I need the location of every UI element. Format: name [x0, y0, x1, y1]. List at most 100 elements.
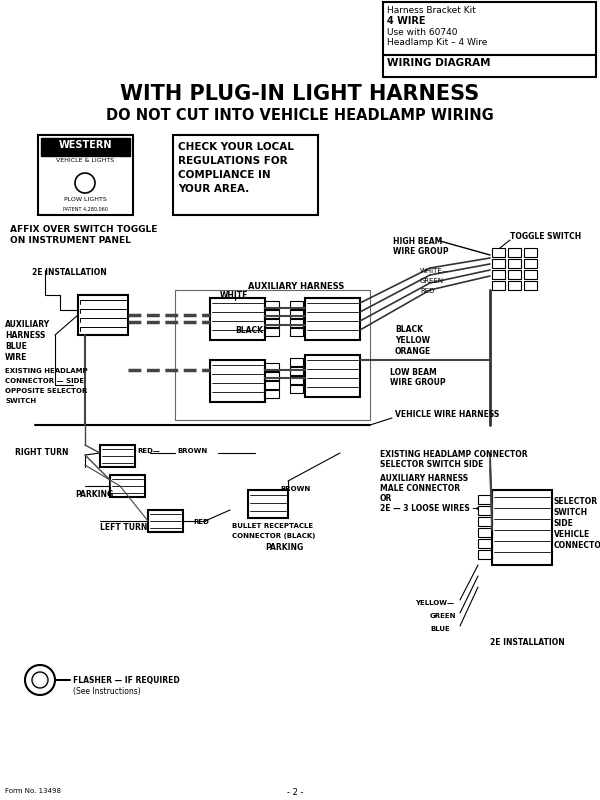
Bar [508, 270, 521, 279]
Bar [305, 355, 360, 397]
Text: CONNECTOR (BLACK): CONNECTOR (BLACK) [232, 533, 316, 539]
Bar [478, 506, 492, 515]
Text: YELLOW: YELLOW [395, 336, 430, 345]
Bar [508, 248, 521, 257]
Bar [290, 310, 303, 318]
Bar [210, 360, 265, 402]
Bar [100, 445, 135, 467]
Bar [78, 295, 128, 335]
Text: SWITCH: SWITCH [554, 508, 588, 517]
Bar [290, 358, 303, 366]
Text: WIRE GROUP: WIRE GROUP [393, 247, 449, 256]
Text: Use with 60740: Use with 60740 [387, 28, 458, 37]
Text: (See Instructions): (See Instructions) [73, 687, 141, 696]
Text: FLASHER — IF REQUIRED: FLASHER — IF REQUIRED [73, 676, 180, 685]
Bar [305, 298, 360, 340]
Text: 4 WIRE: 4 WIRE [387, 16, 425, 26]
Text: HIGH BEAM: HIGH BEAM [393, 237, 442, 246]
Text: HARNESS: HARNESS [5, 331, 46, 340]
Text: LOW BEAM: LOW BEAM [390, 368, 437, 377]
Bar [110, 475, 145, 497]
Bar [383, 2, 596, 77]
Text: PATENT 4,280,060: PATENT 4,280,060 [62, 207, 107, 212]
Bar [524, 281, 537, 290]
Text: BROWN: BROWN [177, 448, 207, 454]
Text: VEHICLE & LIGHTS: VEHICLE & LIGHTS [56, 158, 114, 163]
Text: Headlamp Kit – 4 Wire: Headlamp Kit – 4 Wire [387, 38, 487, 47]
Text: TOGGLE SWITCH: TOGGLE SWITCH [510, 232, 581, 241]
Bar [478, 517, 492, 526]
Bar [508, 281, 521, 290]
Text: WIRE: WIRE [5, 353, 28, 362]
Bar [508, 259, 521, 268]
Text: AUXILIARY HARNESS: AUXILIARY HARNESS [248, 282, 344, 291]
Bar [478, 495, 492, 504]
Bar [264, 328, 279, 336]
Text: ORANGE: ORANGE [395, 347, 431, 356]
Text: AFFIX OVER SWITCH TOGGLE: AFFIX OVER SWITCH TOGGLE [10, 225, 157, 234]
Text: GREEN: GREEN [430, 613, 457, 619]
Circle shape [75, 173, 95, 193]
Text: 2E INSTALLATION: 2E INSTALLATION [32, 268, 107, 277]
Text: RIGHT TURN: RIGHT TURN [15, 448, 68, 457]
Bar [492, 270, 505, 279]
Text: SELECTOR SWITCH SIDE: SELECTOR SWITCH SIDE [380, 460, 484, 469]
Text: AUXILIARY HARNESS: AUXILIARY HARNESS [380, 474, 468, 483]
Bar [264, 381, 279, 389]
Text: OPPOSITE SELECTOR: OPPOSITE SELECTOR [5, 388, 88, 394]
Bar [290, 385, 303, 393]
Text: SIDE: SIDE [554, 519, 574, 528]
Bar [290, 319, 303, 327]
Text: ON INSTRUMENT PANEL: ON INSTRUMENT PANEL [10, 236, 131, 245]
Text: YELLOW—: YELLOW— [415, 600, 454, 606]
Text: CHECK YOUR LOCAL: CHECK YOUR LOCAL [178, 142, 294, 152]
Bar [210, 298, 265, 340]
Bar [173, 135, 318, 215]
Text: BLACK: BLACK [395, 325, 423, 334]
Text: WESTERN: WESTERN [58, 140, 112, 150]
Text: SWITCH: SWITCH [5, 398, 36, 404]
Text: BLACK: BLACK [235, 326, 263, 335]
Bar [478, 550, 492, 559]
Text: WIRING DIAGRAM: WIRING DIAGRAM [387, 58, 491, 68]
Text: RED: RED [193, 519, 209, 525]
Text: RED—: RED— [137, 448, 160, 454]
Bar [264, 310, 279, 318]
Text: WITH PLUG-IN LIGHT HARNESS: WITH PLUG-IN LIGHT HARNESS [121, 84, 479, 104]
Bar [264, 319, 279, 327]
Text: CONNECTOR: CONNECTOR [554, 541, 600, 550]
Text: WHITE: WHITE [220, 291, 248, 300]
Bar [38, 135, 133, 215]
Text: BROWN: BROWN [280, 486, 310, 492]
Bar [264, 363, 279, 371]
Bar [264, 301, 279, 309]
Text: OR: OR [380, 494, 392, 503]
Text: Form No. 13498: Form No. 13498 [5, 788, 61, 794]
Bar [264, 372, 279, 380]
Text: MALE CONNECTOR: MALE CONNECTOR [380, 484, 460, 493]
Text: REGULATIONS FOR: REGULATIONS FOR [178, 156, 287, 166]
Text: EXISTING HEADLAMP: EXISTING HEADLAMP [5, 368, 88, 374]
Text: WIRE GROUP: WIRE GROUP [390, 378, 446, 387]
Bar [478, 539, 492, 548]
Bar [524, 259, 537, 268]
Text: Harness Bracket Kit: Harness Bracket Kit [387, 6, 476, 15]
Text: COMPLIANCE IN: COMPLIANCE IN [178, 170, 271, 180]
Text: EXISTING HEADLAMP CONNECTOR: EXISTING HEADLAMP CONNECTOR [380, 450, 527, 459]
Bar [175, 290, 370, 420]
Text: BLUE: BLUE [430, 626, 450, 632]
Bar [264, 390, 279, 398]
Bar [524, 248, 537, 257]
Text: WHITE—: WHITE— [420, 268, 450, 274]
Text: PLOW LIGHTS: PLOW LIGHTS [64, 197, 106, 202]
Bar [492, 259, 505, 268]
Bar [290, 328, 303, 336]
Bar [478, 528, 492, 537]
Bar [290, 376, 303, 384]
Bar [248, 490, 288, 518]
Text: SELECTOR: SELECTOR [554, 497, 598, 506]
Text: PARKING: PARKING [75, 490, 113, 499]
Text: BLUE: BLUE [5, 342, 27, 351]
Text: 2E INSTALLATION: 2E INSTALLATION [490, 638, 565, 647]
Bar [148, 510, 183, 532]
